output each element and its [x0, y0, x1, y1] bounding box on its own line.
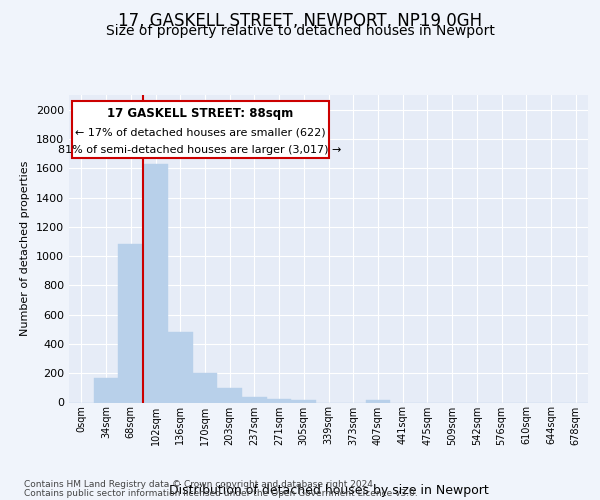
Bar [242, 396, 267, 402]
Text: 17, GASKELL STREET, NEWPORT, NP19 0GH: 17, GASKELL STREET, NEWPORT, NP19 0GH [118, 12, 482, 30]
Bar [267, 399, 292, 402]
Bar [292, 400, 316, 402]
Bar [193, 373, 217, 402]
Bar [217, 388, 242, 402]
X-axis label: Distribution of detached houses by size in Newport: Distribution of detached houses by size … [169, 484, 488, 496]
Bar [365, 400, 390, 402]
Bar [143, 164, 168, 402]
FancyBboxPatch shape [71, 101, 329, 158]
Y-axis label: Number of detached properties: Number of detached properties [20, 161, 31, 336]
Text: Contains public sector information licensed under the Open Government Licence v3: Contains public sector information licen… [24, 488, 418, 498]
Text: Size of property relative to detached houses in Newport: Size of property relative to detached ho… [106, 24, 494, 38]
Text: 17 GASKELL STREET: 88sqm: 17 GASKELL STREET: 88sqm [107, 107, 293, 120]
Bar [118, 244, 143, 402]
Text: Contains HM Land Registry data © Crown copyright and database right 2024.: Contains HM Land Registry data © Crown c… [24, 480, 376, 489]
Text: 81% of semi-detached houses are larger (3,017) →: 81% of semi-detached houses are larger (… [58, 144, 342, 154]
Bar [168, 332, 193, 402]
Bar [94, 378, 118, 402]
Text: ← 17% of detached houses are smaller (622): ← 17% of detached houses are smaller (62… [75, 128, 325, 138]
